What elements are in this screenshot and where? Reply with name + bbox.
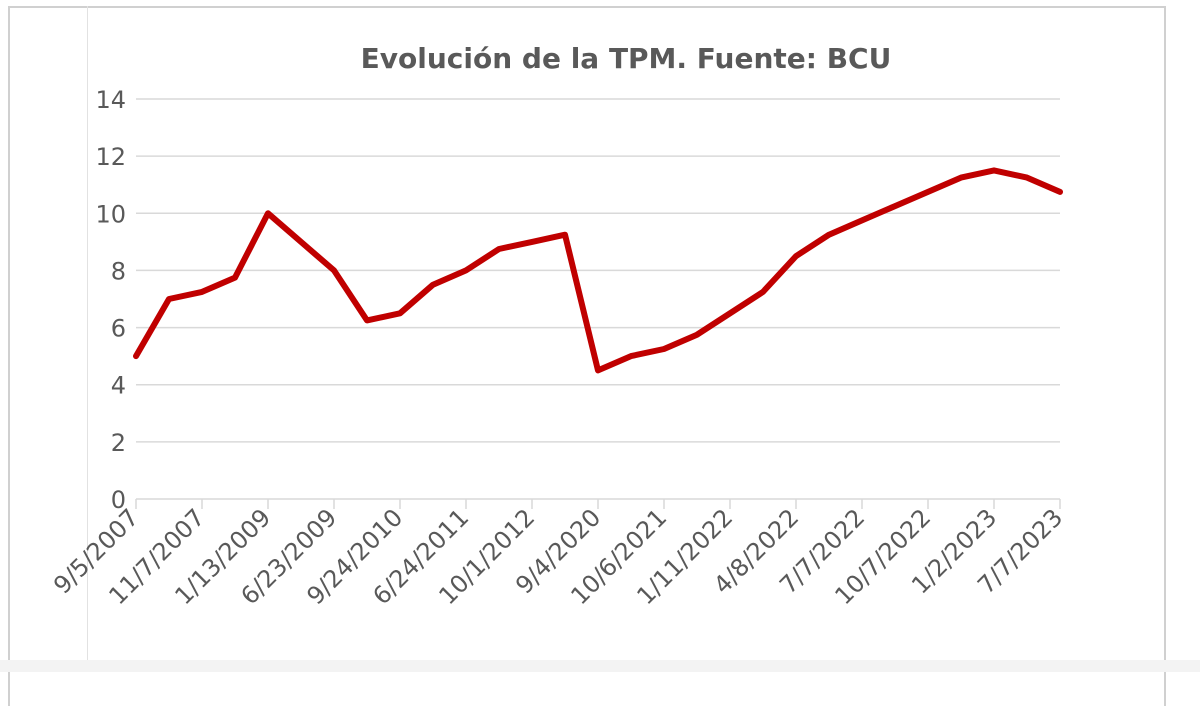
data-point-27 [1026, 177, 1028, 179]
y-tick-label-6: 12 [95, 143, 126, 171]
chart-frame [8, 6, 1166, 706]
data-point-8 [399, 312, 401, 314]
y-tick-labels: 0 2 4 6 8 10 12 14 [95, 86, 126, 514]
x-tick-labels: 9/5/200711/7/20071/13/20096/23/20099/24/… [48, 503, 1068, 610]
data-point-2 [201, 291, 203, 293]
data-point-24 [927, 191, 929, 193]
y-tick-label-2: 4 [111, 372, 126, 400]
data-point-20 [795, 255, 797, 257]
y-tick-label-3: 6 [111, 315, 126, 343]
line-chart: Evolución de la TPM. Fuente: BCU 0 2 4 6 8 10… [48, 42, 1068, 610]
y-tick-label-4: 8 [111, 257, 126, 285]
data-point-4 [267, 212, 269, 214]
data-point-21 [828, 234, 830, 236]
chart-title: Evolución de la TPM. Fuente: BCU [361, 42, 892, 75]
data-point-15 [630, 355, 632, 357]
data-point-6 [333, 269, 335, 271]
data-point-13 [564, 234, 566, 236]
data-point-1 [168, 298, 170, 300]
y-tick-label-7: 14 [95, 86, 126, 114]
data-point-12 [531, 241, 533, 243]
data-point-14 [597, 369, 599, 371]
y-tick-label-5: 10 [95, 200, 126, 228]
data-point-3 [234, 277, 236, 279]
y-tick-label-1: 2 [111, 429, 126, 457]
data-point-18 [729, 312, 731, 314]
data-point-26 [993, 169, 995, 171]
data-point-7 [366, 319, 368, 321]
data-point-0 [135, 355, 137, 357]
series-group [133, 167, 1063, 374]
data-point-16 [663, 348, 665, 350]
frame-divider [87, 6, 88, 672]
data-point-19 [762, 291, 764, 293]
bottom-strip [0, 660, 1200, 672]
data-point-11 [498, 248, 500, 250]
data-point-22 [861, 219, 863, 221]
data-point-5 [300, 241, 302, 243]
data-point-25 [960, 177, 962, 179]
data-point-17 [696, 334, 698, 336]
gridlines [136, 98, 1060, 443]
data-point-9 [432, 284, 434, 286]
data-point-10 [465, 269, 467, 271]
data-point-28 [1059, 191, 1061, 193]
y-tick-label-0: 0 [111, 486, 126, 514]
data-point-23 [894, 205, 896, 207]
x-axis [135, 498, 1061, 509]
